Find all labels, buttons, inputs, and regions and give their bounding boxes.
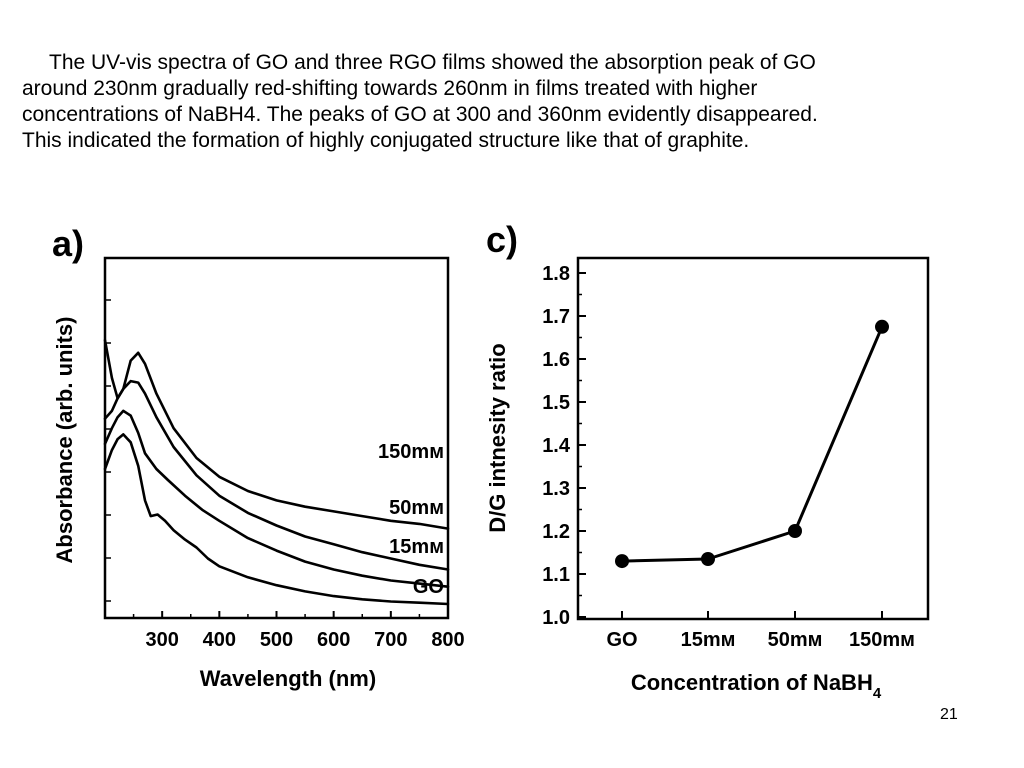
data-point-0 <box>615 554 629 569</box>
x-tick-label-a: 400 <box>203 629 236 651</box>
body-text-line: around 230nm gradually red-shifting towa… <box>22 77 758 100</box>
y-tick-label-c: 1.2 <box>542 521 570 543</box>
series-lines-a <box>103 338 450 606</box>
y-tick-marks-a <box>105 299 111 602</box>
series-label-2: 15mм <box>389 536 444 558</box>
x-tick-marks-a <box>132 611 449 618</box>
x-tick-label-a: 600 <box>317 629 350 651</box>
y-tick-label-c: 1.7 <box>542 306 570 328</box>
data-point-3 <box>875 319 889 334</box>
x-tick-label-c: 150mм <box>849 629 915 651</box>
series-labels-a: 150mм 50mм 15mм GO <box>378 441 444 598</box>
panel-label-c: c) <box>486 219 518 260</box>
series-line-c <box>621 326 884 563</box>
y-tick-label-c: 1.0 <box>542 607 570 629</box>
body-text: The UV-vis spectra of GO and three RGO f… <box>22 50 1007 154</box>
x-tick-label-c: 15mм <box>681 629 736 651</box>
series-label-3: GO <box>413 576 444 598</box>
body-text-line: This indicated the formation of highly c… <box>22 129 750 152</box>
y-tick-label-c: 1.3 <box>542 478 570 500</box>
x-tick-label-a: 500 <box>260 629 293 651</box>
uv-vis-chart: a) 300 400 500 600 700 800 150mм 50mм 15mм GO Wa… <box>52 223 465 691</box>
x-tick-labels-a: 300 400 500 600 700 800 <box>145 629 464 651</box>
y-tick-labels-c: 1.0 1.1 1.2 1.3 1.4 1.5 1.6 1.7 1.8 <box>542 263 571 629</box>
panel-label-a: a) <box>52 223 84 264</box>
y-tick-label-c: 1.8 <box>542 263 570 285</box>
series-label-1: 50mм <box>389 497 444 519</box>
series-line-3 <box>103 433 450 606</box>
x-tick-label-a: 700 <box>374 629 407 651</box>
y-tick-label-c: 1.1 <box>542 564 570 586</box>
x-tick-marks-c <box>621 611 883 619</box>
dg-ratio-line <box>621 326 884 563</box>
y-tick-label-c: 1.4 <box>542 435 571 457</box>
data-point-1 <box>701 552 715 566</box>
page-number: 21 <box>940 706 958 723</box>
x-axis-label-a: Wavelength (nm) <box>200 666 376 691</box>
body-text-line: concentrations of NaBH4. The peaks of GO… <box>22 103 818 126</box>
series-label-0: 150mм <box>378 441 444 463</box>
plot-frame-c <box>576 256 930 621</box>
x-tick-label-a: 800 <box>431 629 464 651</box>
plot-frame-a <box>103 256 450 620</box>
y-axis-label-c: D/G intnesity ratio <box>485 343 510 532</box>
y-tick-label-c: 1.5 <box>542 392 570 414</box>
x-tick-label-a: 300 <box>145 629 178 651</box>
series-line-2 <box>103 409 450 588</box>
dg-ratio-chart: c) 1.0 1.1 1.2 1.3 1.4 1.5 1.6 1.7 1.8 GO 15mм 50m… <box>485 219 930 702</box>
y-axis-label-a: Absorbance (arb. units) <box>52 317 77 564</box>
y-tick-label-c: 1.6 <box>542 349 570 371</box>
x-axis-label-c: Concentration of NaBH4 <box>631 670 882 702</box>
series-line-1 <box>103 379 450 571</box>
data-points-c <box>615 319 889 569</box>
x-tick-label-c: GO <box>606 629 637 651</box>
y-tick-marks-c <box>578 272 586 618</box>
body-text-line: The UV-vis spectra of GO and three RGO f… <box>49 51 816 74</box>
x-tick-label-c: 50mм <box>768 629 823 651</box>
x-tick-labels-c: GO 15mм 50mм 150mм <box>606 629 915 651</box>
data-point-2 <box>788 524 802 538</box>
